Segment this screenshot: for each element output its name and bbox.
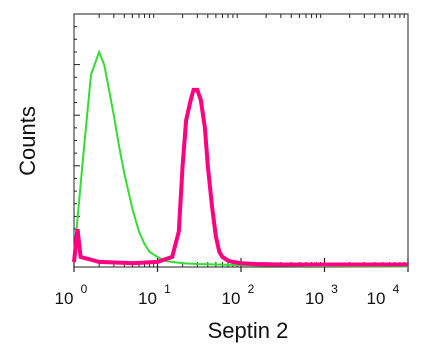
minor-ticks (74, 14, 405, 267)
series-line-2 (72, 87, 408, 267)
series-layer (72, 49, 409, 268)
plot-frame (73, 13, 409, 268)
x-tick-label-exponent: 2 (248, 282, 255, 296)
y-axis-title: Counts (15, 106, 40, 176)
x-tick-label-base: 10 (55, 289, 74, 308)
x-tick-label-exponent: 1 (164, 282, 171, 296)
x-tick-label-exponent: 3 (331, 282, 338, 296)
x-tick-label-base: 10 (367, 289, 386, 308)
x-tick-label-exponent: 0 (81, 282, 88, 296)
plot-area (72, 13, 409, 272)
x-axis-title: Septin 2 (208, 318, 289, 343)
x-tick-label-base: 10 (305, 289, 324, 308)
x-tick-label-exponent: 4 (393, 282, 400, 296)
x-tick-label-base: 10 (138, 289, 157, 308)
x-tick-label-base: 10 (222, 289, 241, 308)
series-line-1 (73, 49, 409, 268)
x-tick-labels: 10 0 10 1 10 2 10 3 10 4 (55, 282, 400, 308)
